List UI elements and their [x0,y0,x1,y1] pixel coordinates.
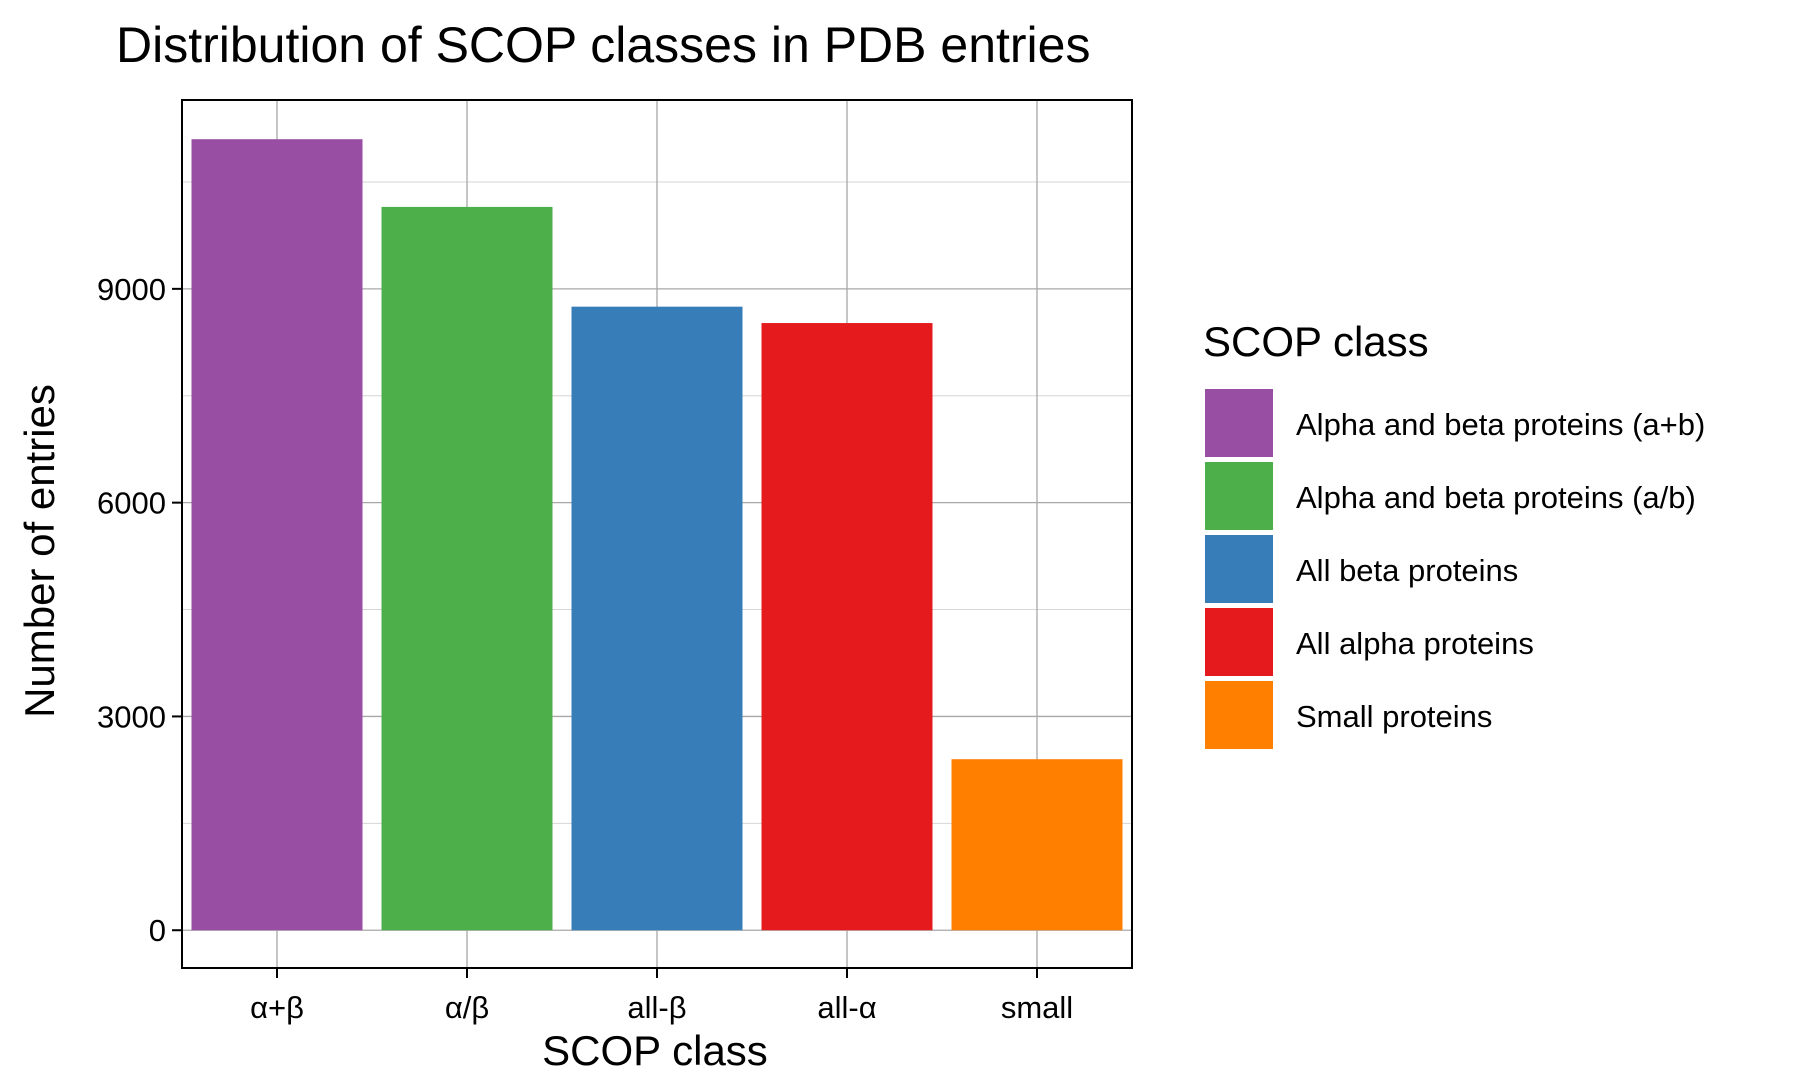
bar-2 [381,206,553,931]
legend-swatch [1205,535,1273,603]
legend-label: Small proteins [1296,699,1492,734]
legend: SCOP class Alpha and beta proteins (a+b)… [1203,318,1705,749]
y-tick-label: 0 [149,913,166,948]
bar-5 [951,759,1123,931]
x-tick-label: small [1001,990,1073,1025]
legend-swatch [1205,389,1273,457]
y-tick-label: 3000 [97,699,166,734]
y-tick-label: 9000 [97,272,166,307]
y-axis: 0 3000 6000 9000 [97,272,182,948]
legend-title: SCOP class [1203,318,1429,365]
x-tick-label: α/β [445,990,489,1025]
bar-1 [191,139,363,931]
x-tick-label: all-β [627,990,686,1025]
y-tick-label: 6000 [97,486,166,521]
x-tick-label: all-α [817,990,876,1025]
legend-label: Alpha and beta proteins (a+b) [1296,407,1705,442]
legend-label: All alpha proteins [1296,626,1534,661]
legend-label: Alpha and beta proteins (a/b) [1296,480,1696,515]
y-axis-title: Number of entries [16,384,63,718]
legend-swatch [1205,681,1273,749]
bar-4 [761,323,933,931]
legend-label: All beta proteins [1296,553,1518,588]
x-tick-label: α+β [250,990,304,1025]
chart-title: Distribution of SCOP classes in PDB entr… [116,17,1090,73]
plot-bars [191,139,1123,931]
legend-swatch [1205,608,1273,676]
x-axis: α+β α/β all-β all-α small [250,968,1073,1025]
x-axis-title: SCOP class [542,1027,768,1074]
bar-3 [571,306,743,931]
legend-swatch [1205,462,1273,530]
